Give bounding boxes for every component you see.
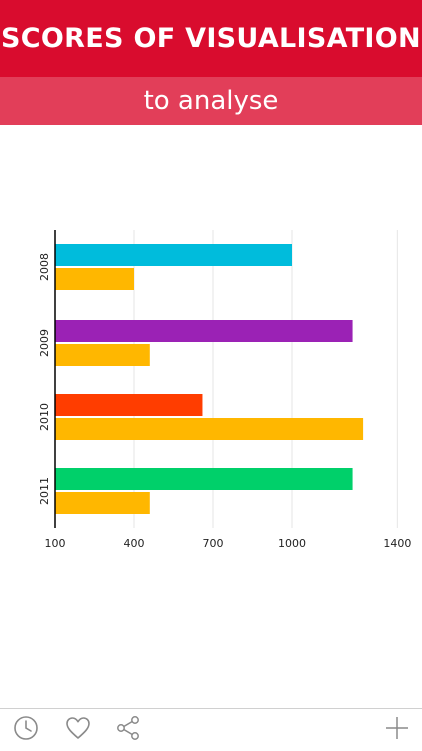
bar-2008-series-2 bbox=[55, 268, 134, 290]
heart-icon bbox=[66, 717, 90, 739]
clock-icon bbox=[14, 716, 38, 740]
category-label-2011: 2011 bbox=[38, 477, 51, 505]
bar-2010-series-2 bbox=[55, 418, 364, 440]
bar-2009-series-1 bbox=[55, 320, 353, 342]
bar-chart: 2008 2009 2010 2011 100 400 700 1000 1400 bbox=[38, 230, 411, 550]
plus-icon bbox=[386, 717, 408, 739]
page-title: SCORES OF VISUALISATION bbox=[1, 23, 421, 54]
bar-2008-series-1 bbox=[55, 244, 292, 266]
x-tick-label-400: 400 bbox=[124, 537, 145, 550]
x-tick-label-100: 100 bbox=[45, 537, 66, 550]
share-icon bbox=[117, 716, 139, 740]
bar-2010-series-1 bbox=[55, 394, 203, 416]
share-button[interactable] bbox=[113, 713, 143, 743]
bar-2011-series-1 bbox=[55, 468, 353, 490]
add-button[interactable] bbox=[382, 713, 412, 743]
category-label-2008: 2008 bbox=[38, 253, 51, 281]
header-subtitle-bar: to analyse bbox=[0, 77, 422, 125]
category-label-2009: 2009 bbox=[38, 329, 51, 357]
bottom-toolbar bbox=[0, 708, 422, 751]
page-subtitle: to analyse bbox=[143, 86, 279, 116]
x-tick-label-700: 700 bbox=[203, 537, 224, 550]
bar-2009-series-2 bbox=[55, 344, 150, 366]
x-tick-label-1000: 1000 bbox=[278, 537, 306, 550]
history-button[interactable] bbox=[11, 713, 41, 743]
bar-2011-series-2 bbox=[55, 492, 150, 514]
favorite-button[interactable] bbox=[63, 713, 93, 743]
header-title-bar: SCORES OF VISUALISATION bbox=[0, 0, 422, 77]
x-tick-label-1400: 1400 bbox=[383, 537, 411, 550]
category-label-2010: 2010 bbox=[38, 403, 51, 431]
